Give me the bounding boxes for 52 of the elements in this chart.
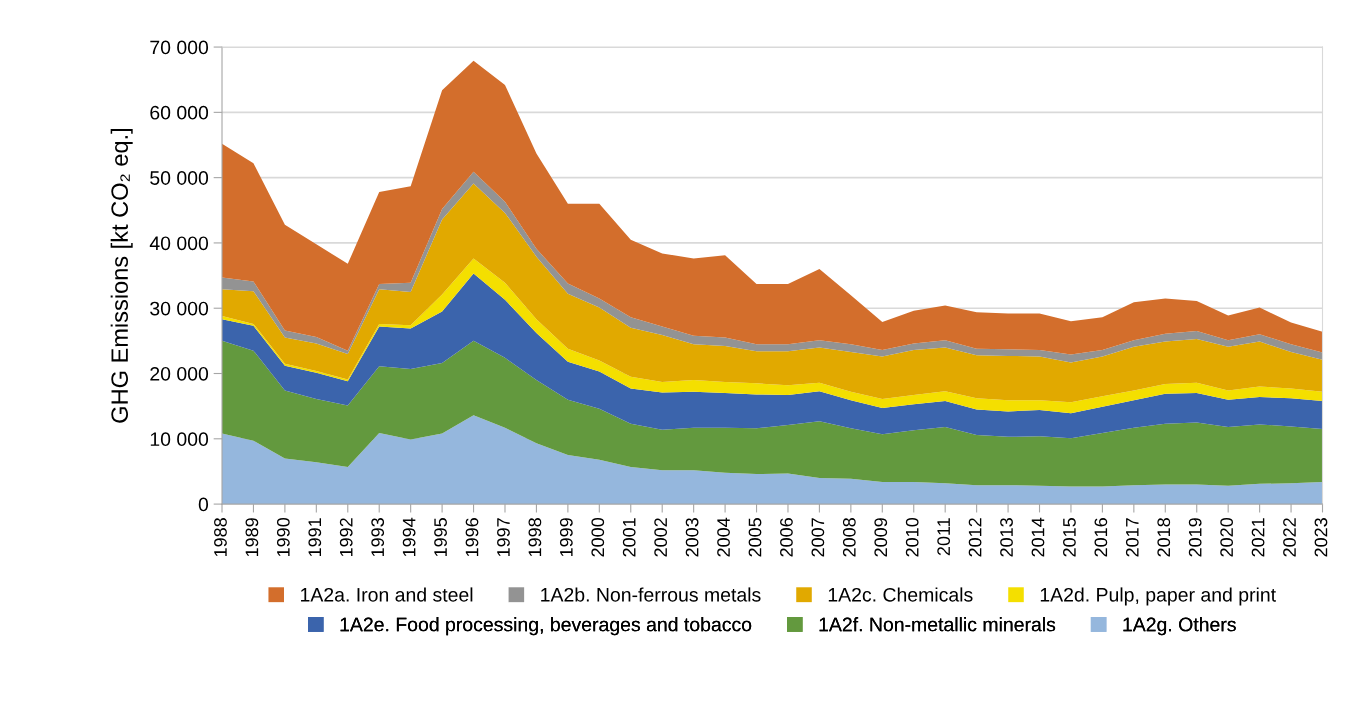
- y-tick-label: 50 000: [150, 171, 209, 185]
- x-tick-label: 2009: [874, 518, 888, 557]
- x-tick-label: 1988: [214, 518, 227, 557]
- x-tick-label: 1999: [559, 518, 573, 557]
- x-tick-label: 1989: [245, 518, 259, 557]
- x-tick-label: 2007: [811, 518, 825, 557]
- x-tick-label: 2019: [1188, 518, 1202, 557]
- x-tick-label: 1997: [497, 518, 510, 557]
- x-tick-label: 2020: [1220, 517, 1234, 557]
- legend-label: 1A2b. Non-ferrous metals: [541, 587, 761, 602]
- x-tick-label: 1996: [465, 518, 479, 557]
- x-tick-label: 2011: [937, 518, 951, 556]
- x-tick-label: 2008: [842, 518, 856, 557]
- x-tick-label: 1991: [308, 518, 322, 557]
- x-tick-label: 2006: [780, 518, 793, 557]
- x-tick-label: 2005: [748, 518, 762, 557]
- legend-label: 1A2f. Non-metallic minerals: [819, 617, 1056, 632]
- y-tick-label: 40 000: [149, 236, 209, 251]
- x-tick-label: 2003: [685, 518, 699, 557]
- x-tick-label: 2000: [591, 517, 605, 557]
- legend-label: 1A2e. Food processing, beverages and tobacco: [340, 617, 752, 636]
- x-tick-label: 2002: [654, 518, 668, 557]
- x-tick-label: 2014: [1031, 517, 1045, 557]
- y-tick-label: 20 000: [150, 366, 209, 381]
- x-tick-label: 2017: [1125, 518, 1139, 557]
- y-axis-title: GHG Emissions [kt CO₂ eq.]: [110, 129, 133, 423]
- x-tick-label: 2012: [968, 518, 982, 557]
- x-tick-label: 2010: [905, 517, 919, 557]
- y-tick-label: 70 000: [150, 40, 209, 55]
- x-tick-label: 1995: [434, 518, 447, 557]
- x-tick-label: 2018: [1157, 518, 1171, 557]
- y-tick-label: 10 000: [150, 432, 209, 447]
- x-tick-label: 2015: [1063, 518, 1076, 557]
- x-tick-label: 1993: [371, 518, 385, 557]
- legend-label: 1A2a. Iron and steel: [301, 587, 473, 602]
- y-tick-label: 60 000: [150, 105, 209, 120]
- y-tick-label: 0: [198, 497, 209, 512]
- x-tick-label: 1994: [402, 517, 416, 557]
- x-tick-label: 2004: [717, 517, 730, 557]
- x-tick-label: 2001: [622, 518, 636, 557]
- x-tick-label: 1998: [528, 518, 542, 557]
- x-tick-label: 2022: [1283, 518, 1296, 557]
- x-tick-label: 2021: [1251, 518, 1265, 557]
- x-tick-label: 1992: [339, 518, 353, 557]
- legend-label: 1A2c. Chemicals: [828, 587, 973, 602]
- legend-label: 1A2d. Pulp, paper and print: [1040, 587, 1276, 606]
- legend-label: 1A2g. Others: [1123, 617, 1236, 636]
- x-tick-label: 2023: [1314, 518, 1328, 557]
- x-tick-label: 2013: [1000, 518, 1013, 557]
- x-tick-label: 1990: [276, 517, 290, 557]
- x-tick-label: 2016: [1094, 518, 1108, 557]
- y-tick-label: 30 000: [150, 301, 209, 316]
